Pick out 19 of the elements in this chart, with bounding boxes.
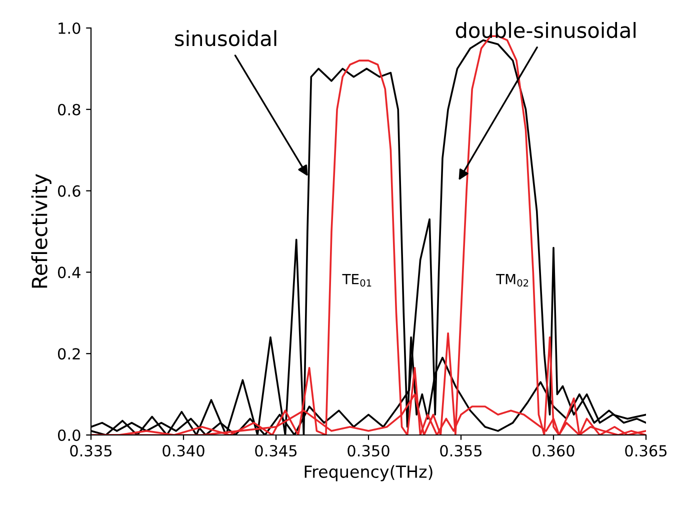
x-tick-label: 0.345 xyxy=(255,444,297,457)
y-tick-label: 0.8 xyxy=(58,104,80,116)
y-tick-label: 0.4 xyxy=(58,266,80,278)
annotation: TE$_{01}$ xyxy=(342,274,372,287)
x-tick-label: 0.350 xyxy=(348,444,390,457)
y-tick-label: 0.2 xyxy=(58,348,80,360)
x-tick-label: 0.360 xyxy=(532,444,574,457)
y-axis-title: Reflectivity xyxy=(31,174,52,288)
x-tick-label: 0.340 xyxy=(162,444,204,457)
y-tick-label: 0.0 xyxy=(58,429,80,442)
y-tick-label: 1.0 xyxy=(58,22,80,34)
annotation: sinusoidal xyxy=(175,30,276,46)
x-axis-title: Frequency(THz) xyxy=(304,465,432,482)
y-tick-label: 0.6 xyxy=(58,185,80,197)
annotation: TM$_{02}$ xyxy=(496,274,528,287)
annotation: double-sinusoidal xyxy=(456,22,636,38)
x-tick-label: 0.335 xyxy=(70,444,112,457)
x-tick-label: 0.355 xyxy=(440,444,482,457)
x-tick-label: 0.365 xyxy=(625,444,667,457)
